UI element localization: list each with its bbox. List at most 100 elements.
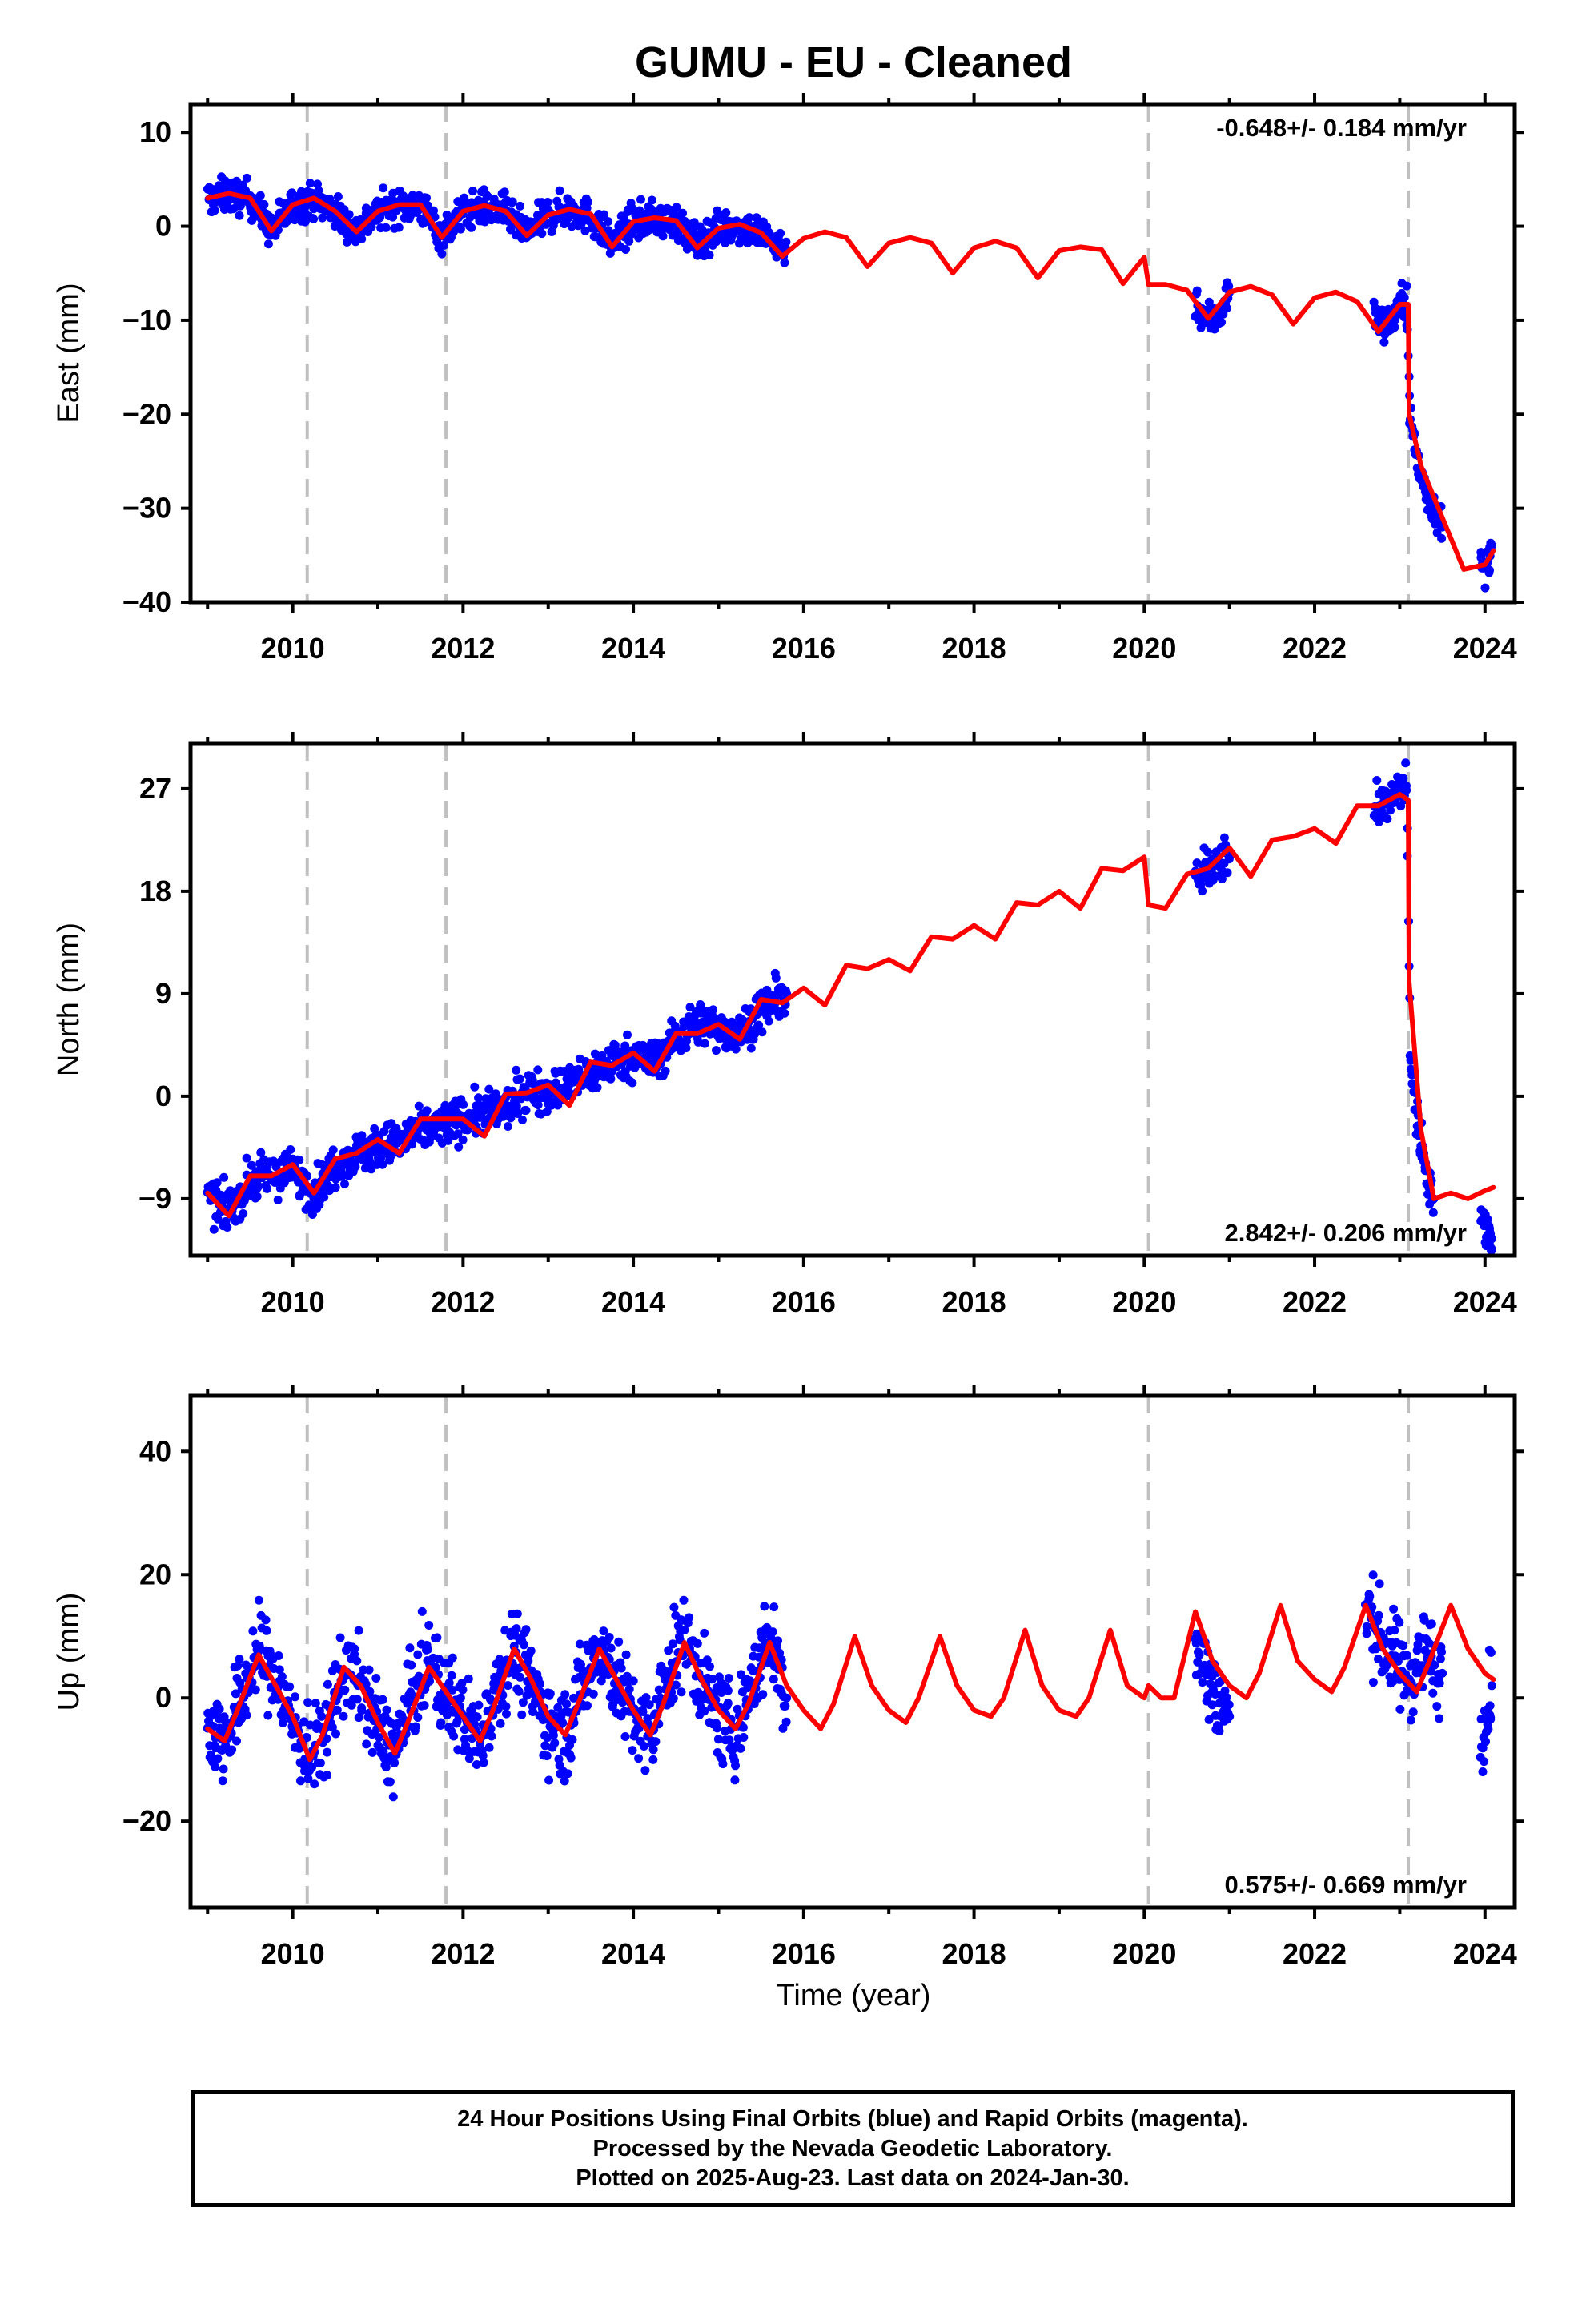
data-point	[375, 1733, 384, 1742]
data-point	[357, 1706, 367, 1715]
data-point	[343, 237, 351, 247]
data-point	[1389, 1604, 1399, 1614]
data-point	[335, 1633, 345, 1642]
data-point	[693, 1638, 702, 1648]
data-point	[1365, 1592, 1375, 1601]
data-point	[537, 229, 547, 239]
data-point	[504, 1681, 512, 1691]
data-point	[670, 1021, 680, 1031]
data-point	[512, 1065, 521, 1075]
data-point	[496, 1719, 505, 1728]
x-tick-label: 2014	[601, 632, 665, 665]
data-point	[319, 1192, 329, 1202]
data-point	[425, 1676, 434, 1686]
data-point	[379, 1747, 388, 1756]
data-point	[1486, 1647, 1496, 1657]
data-point	[219, 1764, 228, 1774]
data-point	[331, 1729, 340, 1739]
figure-footer: 24 Hour Positions Using Final Orbits (bl…	[191, 2090, 1515, 2207]
footer-line-3: Plotted on 2025-Aug-23. Last data on 202…	[576, 2165, 1130, 2191]
data-point	[1207, 1700, 1217, 1710]
data-point	[518, 1115, 527, 1124]
data-point	[333, 192, 343, 201]
data-point	[1390, 323, 1399, 332]
y-axis-label: East (mm)	[52, 283, 86, 423]
data-point	[713, 1735, 723, 1744]
data-point	[599, 210, 608, 219]
model-line	[205, 792, 1496, 1219]
data-point	[1383, 814, 1392, 824]
data-point	[723, 1699, 733, 1708]
data-point	[1222, 1693, 1231, 1702]
x-tick-label: 2016	[772, 632, 836, 665]
data-point	[220, 1716, 230, 1726]
data-point	[1393, 1656, 1403, 1666]
data-point	[512, 1609, 522, 1618]
data-point	[623, 1030, 632, 1039]
data-point	[606, 1074, 616, 1084]
y-tick-label: 10	[139, 115, 171, 148]
data-point	[533, 1100, 543, 1110]
data-point	[533, 1065, 543, 1075]
data-point	[592, 1083, 602, 1092]
data-point	[261, 1615, 271, 1625]
y-tick-label: 0	[155, 1681, 171, 1714]
data-point	[227, 1745, 237, 1755]
data-point	[478, 1751, 488, 1760]
data-point	[705, 1662, 714, 1671]
data-point	[327, 1723, 337, 1732]
data-point	[548, 1731, 558, 1740]
data-point	[638, 1707, 648, 1716]
data-point	[295, 1155, 304, 1164]
data-point	[560, 1776, 569, 1786]
data-point	[218, 1776, 227, 1786]
data-point	[644, 1700, 654, 1710]
data-point	[764, 1016, 773, 1026]
data-point	[610, 1040, 620, 1050]
data-point	[1395, 1704, 1405, 1714]
data-point	[504, 1122, 512, 1131]
y-axis-label: North (mm)	[52, 923, 86, 1076]
data-point	[448, 1653, 457, 1663]
data-point	[232, 1736, 241, 1746]
data-point	[1408, 1707, 1418, 1717]
x-tick-label: 2018	[942, 1285, 1006, 1318]
data-point	[540, 1741, 550, 1751]
data-point	[550, 1739, 560, 1747]
data-point	[340, 1685, 350, 1695]
data-point	[424, 1644, 433, 1654]
data-point	[563, 1769, 572, 1779]
data-point	[709, 1005, 718, 1015]
data-point	[1390, 1626, 1399, 1635]
data-point	[700, 1628, 709, 1638]
data-point	[1487, 541, 1496, 551]
data-point	[274, 1651, 283, 1660]
data-point	[251, 1685, 260, 1695]
data-point	[621, 1650, 631, 1659]
data-point	[453, 1129, 463, 1139]
data-point	[526, 1646, 536, 1655]
data-point	[449, 1731, 459, 1741]
data-point	[305, 1720, 315, 1730]
data-point	[350, 1650, 359, 1659]
data-point	[1407, 1079, 1417, 1088]
x-tick-label: 2022	[1283, 632, 1347, 665]
data-point	[464, 1754, 474, 1763]
data-point	[477, 1112, 486, 1122]
data-point	[648, 1745, 658, 1755]
data-point	[782, 1693, 792, 1703]
data-point	[1204, 297, 1214, 307]
data-point	[328, 1145, 338, 1155]
data-point	[1478, 1767, 1488, 1776]
data-point	[472, 1760, 481, 1769]
data-point	[671, 1680, 681, 1690]
data-point	[738, 1723, 748, 1732]
y-tick-label: 18	[139, 875, 171, 907]
data-point	[1368, 1678, 1378, 1687]
x-tick-label: 2010	[261, 1285, 325, 1318]
data-point	[1192, 286, 1202, 296]
data-point	[464, 1674, 473, 1683]
data-point	[781, 237, 791, 247]
data-point	[436, 1718, 446, 1727]
figure-title: GUMU - EU - Cleaned	[635, 38, 1072, 86]
